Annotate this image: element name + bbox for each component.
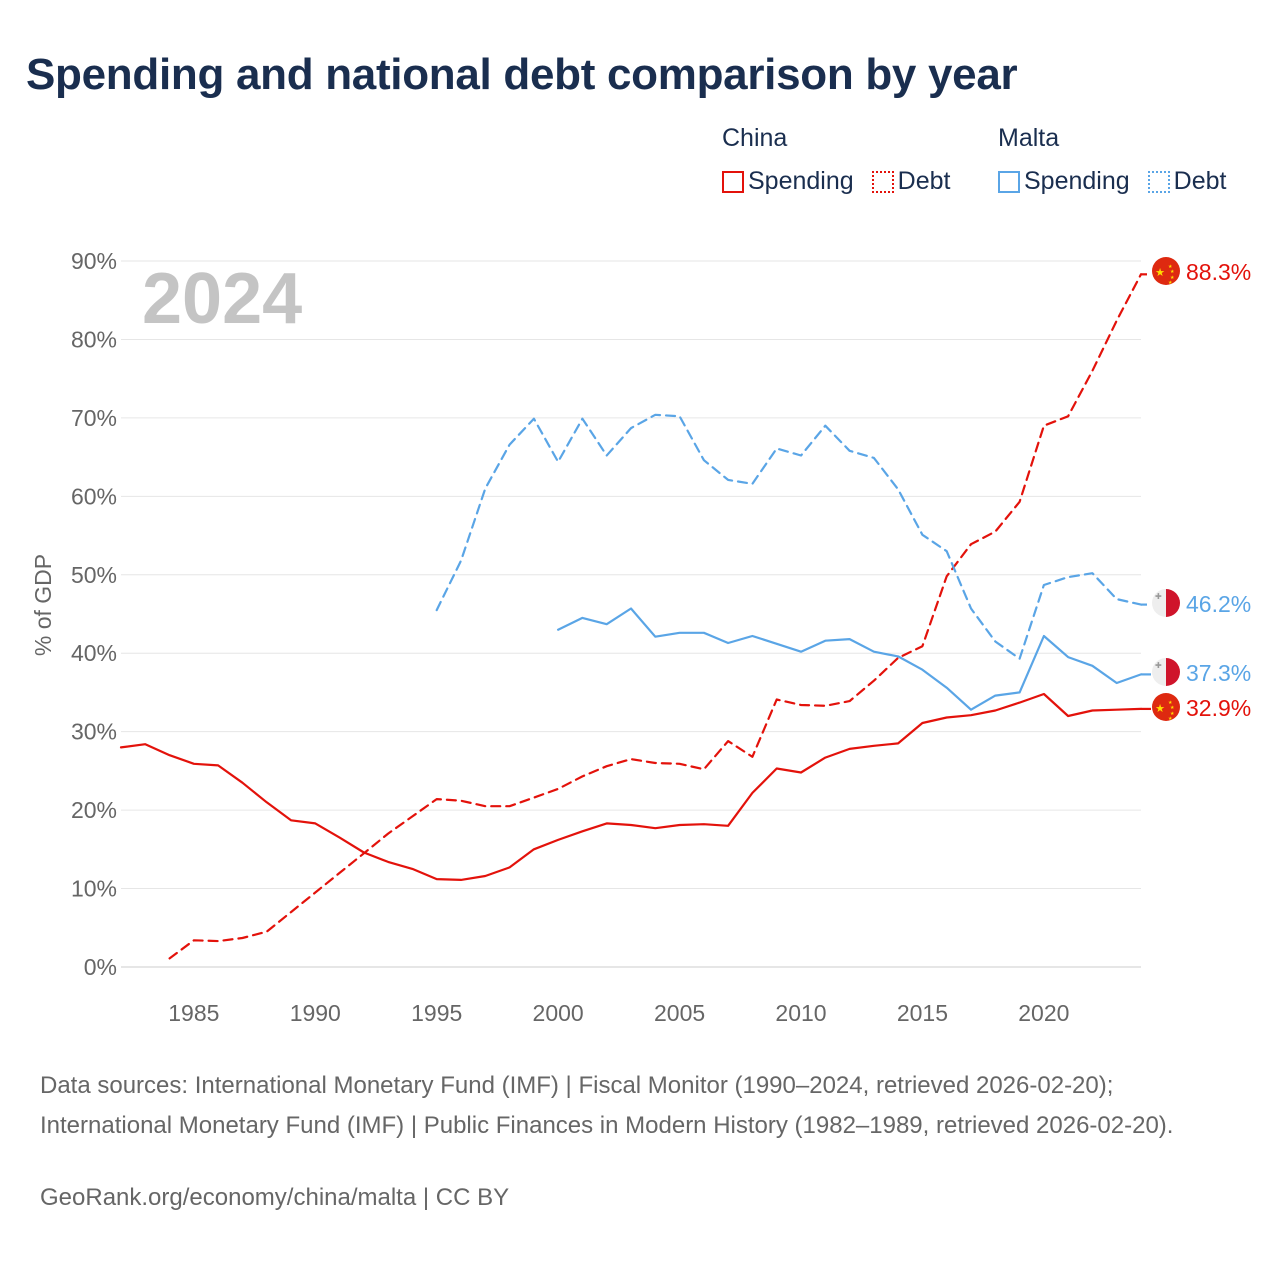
- legend-group-malta: Malta Spending Debt: [998, 124, 1226, 196]
- series-line-malta-spending: [556, 607, 1143, 711]
- y-tick-label: 10%: [71, 876, 117, 902]
- y-tick-label: 40%: [71, 640, 117, 666]
- legend-item-malta-debt[interactable]: Debt: [1147, 167, 1227, 196]
- svg-text:★: ★: [1168, 264, 1173, 270]
- dotted-line-swatch-icon: [1147, 170, 1170, 193]
- legend-item-malta-spending[interactable]: Spending: [998, 167, 1130, 196]
- svg-text:✚: ✚: [1155, 661, 1162, 670]
- svg-text:★: ★: [1155, 267, 1165, 279]
- legend-label-malta-debt: Debt: [1173, 167, 1227, 195]
- year-watermark: 2024: [142, 259, 302, 339]
- y-tick-label: 60%: [71, 483, 117, 509]
- svg-text:★: ★: [1155, 703, 1165, 715]
- legend-label-china-debt: Debt: [897, 167, 951, 195]
- y-tick-label: 90%: [71, 248, 117, 274]
- y-tick-label: 0%: [84, 954, 117, 980]
- legend-label-malta-spending: Spending: [1024, 167, 1130, 195]
- legend-item-china-debt[interactable]: Debt: [871, 167, 951, 196]
- end-label-malta-debt: 46.2%: [1186, 591, 1251, 617]
- svg-text:★: ★: [1170, 269, 1175, 275]
- solid-line-swatch-icon: [998, 170, 1020, 193]
- malta-flag-icon: ✚: [1152, 589, 1180, 617]
- svg-text:★: ★: [1170, 705, 1175, 711]
- x-tick-label: 2000: [533, 1000, 584, 1026]
- y-tick-label: 80%: [71, 326, 117, 352]
- y-tick-label: 50%: [71, 562, 117, 588]
- x-tick-label: 2005: [654, 1000, 705, 1026]
- y-tick-label: 30%: [71, 719, 117, 745]
- legend-country-china: China: [722, 124, 788, 152]
- legend-country-malta: Malta: [998, 124, 1060, 152]
- y-axis-label: % of GDP: [30, 554, 56, 656]
- line-chart: 0% 10% 20% 30% 40% 50% 60% 70% 80% 90% 1985 1990 199…: [30, 248, 1251, 1026]
- end-label-china-spending: 32.9%: [1186, 695, 1251, 721]
- svg-text:✚: ✚: [1155, 592, 1162, 601]
- x-tick-label: 1990: [290, 1000, 341, 1026]
- solid-line-swatch-icon: [722, 170, 744, 193]
- legend-group-china: China Spending Debt: [722, 124, 950, 196]
- series-line-malta-debt: [435, 413, 1143, 660]
- malta-flag-icon: ✚: [1152, 658, 1180, 686]
- svg-text:★: ★: [1168, 716, 1173, 722]
- x-tick-label: 1985: [168, 1000, 219, 1026]
- y-tick-label: 20%: [71, 797, 117, 823]
- chart-title: Spending and national debt comparison by…: [26, 50, 1018, 99]
- series-line-china-debt: [168, 273, 1143, 960]
- svg-text:★: ★: [1170, 275, 1175, 281]
- x-tick-label: 2020: [1018, 1000, 1069, 1026]
- china-flag-icon: ★ ★ ★ ★ ★: [1152, 693, 1180, 722]
- end-label-malta-spending: 37.3%: [1186, 660, 1251, 686]
- china-flag-icon: ★ ★ ★ ★ ★: [1152, 257, 1180, 286]
- x-tick-label: 2010: [775, 1000, 826, 1026]
- data-sources: Data sources: International Monetary Fun…: [40, 1072, 1174, 1139]
- y-tick-label: 70%: [71, 405, 117, 431]
- end-label-china-debt: 88.3%: [1186, 259, 1251, 285]
- footer-attribution: GeoRank.org/economy/china/malta | CC BY: [40, 1184, 510, 1211]
- x-tick-label: 1995: [411, 1000, 462, 1026]
- series-line-china-spending: [119, 692, 1143, 882]
- legend-item-china-spending[interactable]: Spending: [722, 167, 854, 196]
- legend-label-china-spending: Spending: [748, 167, 854, 195]
- dotted-line-swatch-icon: [871, 170, 894, 193]
- svg-text:★: ★: [1168, 280, 1173, 286]
- svg-text:★: ★: [1168, 700, 1173, 706]
- x-tick-label: 2015: [897, 1000, 948, 1026]
- svg-text:★: ★: [1170, 711, 1175, 717]
